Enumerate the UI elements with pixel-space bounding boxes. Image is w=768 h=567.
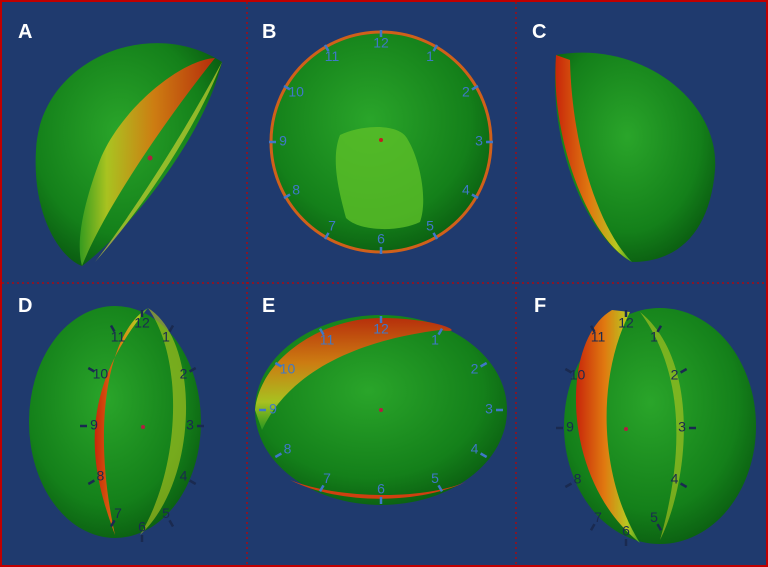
clock-number: 5	[162, 505, 170, 521]
clock-number: 8	[574, 471, 582, 487]
clock-tick	[589, 325, 596, 333]
clock-tick	[318, 327, 325, 336]
clock-tick	[479, 452, 488, 459]
clock-number: 5	[426, 218, 434, 234]
clock-tick	[471, 84, 479, 91]
clock-number: 3	[475, 133, 483, 149]
hemisphere-b	[269, 30, 493, 254]
panel-label: A	[18, 21, 32, 43]
clock-number: 11	[591, 329, 606, 345]
clock-number: 9	[90, 417, 98, 433]
clock-tick	[589, 523, 596, 531]
clock-number: 11	[111, 328, 126, 344]
hemisphere-f	[564, 308, 756, 544]
clock-number: 1	[431, 331, 439, 347]
clock-tick	[87, 479, 95, 486]
clock-number: 4	[180, 468, 188, 484]
clock-tick	[274, 452, 283, 459]
clock-number: 2	[671, 367, 679, 383]
clock-tick	[168, 519, 175, 528]
clock-number: 5	[431, 470, 439, 486]
clock-number: 8	[284, 441, 292, 457]
clock-number: 6	[138, 519, 146, 535]
clock-number: 12	[373, 321, 389, 337]
hemisphere-a	[35, 43, 222, 266]
clock-number: 7	[594, 509, 602, 525]
clock-number: 9	[279, 133, 287, 149]
clock-number: 10	[280, 361, 296, 377]
clock-number: 1	[426, 48, 434, 64]
panel-label: E	[262, 295, 275, 317]
clock-tick	[679, 367, 688, 374]
clock-number: 4	[671, 471, 679, 487]
clock-number: 2	[180, 366, 188, 382]
clock-number: 11	[320, 331, 335, 347]
clock-number: 11	[325, 48, 340, 64]
clock-number: 8	[97, 468, 105, 484]
clock-tick	[437, 484, 444, 493]
clock-tick	[274, 361, 283, 368]
clock-number: 2	[462, 84, 470, 100]
clock-tick	[656, 523, 663, 531]
clock-tick	[189, 366, 197, 373]
clock-number: 12	[373, 35, 389, 51]
clock-number: 7	[114, 505, 122, 521]
clock-tick	[318, 484, 325, 493]
clock-tick	[564, 367, 573, 374]
clock-number: 10	[288, 84, 304, 100]
clock-number: 12	[618, 315, 634, 331]
clock-number: 8	[292, 182, 300, 198]
clock-tick	[283, 84, 291, 91]
clock-tick	[87, 366, 95, 373]
panel-label: B	[262, 21, 276, 43]
clock-tick	[564, 482, 573, 489]
clock-tick	[432, 232, 439, 240]
clock-number: 2	[471, 361, 479, 377]
panel-label: D	[18, 295, 32, 317]
clock-number: 10	[570, 367, 586, 383]
hemisphere-d	[29, 306, 201, 538]
clock-tick	[471, 193, 479, 200]
clock-number: 1	[162, 328, 170, 344]
clock-number: 12	[134, 315, 150, 331]
clock-number: 10	[93, 366, 109, 382]
clock-number: 3	[186, 417, 194, 433]
clock-number: 9	[269, 401, 277, 417]
clock-tick	[432, 44, 439, 52]
clock-number: 4	[471, 441, 479, 457]
clock-number: 5	[650, 509, 658, 525]
clock-number: 6	[377, 231, 385, 247]
clock-number: 3	[485, 401, 493, 417]
clock-number: 6	[622, 523, 630, 539]
hemisphere-e	[255, 315, 507, 505]
clock-tick	[656, 325, 663, 333]
clock-number: 7	[323, 470, 331, 486]
clock-tick	[323, 44, 330, 52]
clock-tick	[283, 193, 291, 200]
clock-tick	[323, 232, 330, 240]
clock-number: 4	[462, 182, 470, 198]
clock-tick	[109, 519, 116, 528]
clock-tick	[189, 479, 197, 486]
hemisphere-c	[555, 52, 716, 263]
clock-number: 7	[328, 218, 336, 234]
clock-tick	[479, 361, 488, 368]
clock-tick	[679, 482, 688, 489]
clock-number: 1	[650, 329, 658, 345]
panel-label: C	[532, 21, 546, 43]
clock-number: 9	[566, 419, 574, 435]
clock-number: 3	[678, 419, 686, 435]
clock-tick	[109, 324, 116, 333]
panel-label: F	[534, 295, 546, 317]
clock-number: 6	[377, 481, 385, 497]
clock-tick	[168, 324, 175, 333]
clock-tick	[437, 327, 444, 336]
